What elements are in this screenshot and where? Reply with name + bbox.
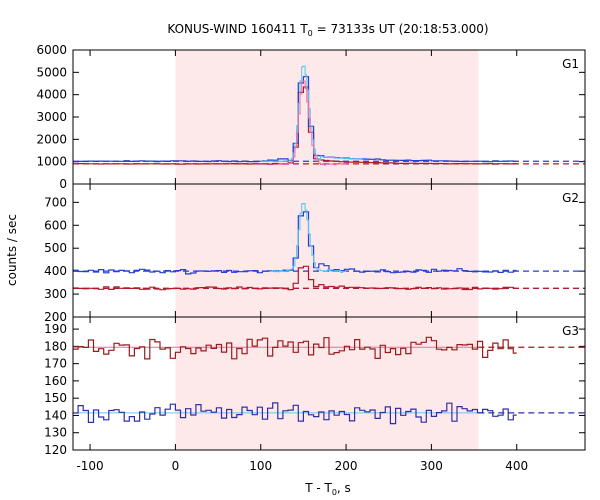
panel-frame-3 — [72, 316, 586, 451]
y-tick-label: 1000 — [36, 155, 67, 169]
x-tick-label: -100 — [76, 459, 103, 473]
g3-blue-series — [73, 402, 517, 425]
y-tick-label: 130 — [44, 426, 67, 440]
y-axis-label: counts / sec — [5, 214, 19, 286]
g2-red-series — [73, 265, 517, 291]
panel-label-g3: G3 — [562, 324, 579, 338]
x-tick-label: 0 — [172, 459, 180, 473]
g3-red-series — [73, 336, 517, 360]
y-tick-label: 200 — [44, 310, 67, 324]
y-tick-label: 180 — [44, 339, 67, 353]
y-tick-label: 0 — [59, 177, 67, 191]
y-tick-label: 120 — [44, 443, 67, 457]
g1-cyan-series — [260, 65, 364, 162]
y-tick-label: 700 — [44, 195, 67, 209]
g2-blue-series — [73, 211, 517, 275]
g2-cyan-series — [269, 203, 347, 273]
y-tick-label: 500 — [44, 241, 67, 255]
shaded-interval-3 — [175, 317, 479, 450]
x-tick-label: 200 — [335, 459, 358, 473]
shaded-interval-2 — [175, 184, 479, 317]
y-tick-label: 6000 — [36, 43, 67, 57]
y-tick-label: 2000 — [36, 132, 67, 146]
y-tick-label: 400 — [44, 264, 67, 278]
plot-layer: 0100020003000400050006000G12003004005006… — [36, 43, 586, 473]
g1-blue-series — [73, 76, 517, 163]
panel-label-g1: G1 — [562, 57, 579, 71]
y-tick-label: 5000 — [36, 65, 67, 79]
x-axis-label: T - T0, s — [304, 481, 351, 497]
x-tick-label: 400 — [505, 459, 528, 473]
panel-label-g2: G2 — [562, 191, 579, 205]
chart-title: KONUS-WIND 160411 T0 = 73133s UT (20:18:… — [167, 22, 488, 38]
x-tick-label: 100 — [249, 459, 272, 473]
y-tick-label: 300 — [44, 287, 67, 301]
y-tick-label: 600 — [44, 218, 67, 232]
y-tick-label: 4000 — [36, 88, 67, 102]
x-tick-label: 300 — [420, 459, 443, 473]
y-tick-label: 160 — [44, 374, 67, 388]
y-tick-label: 140 — [44, 408, 67, 422]
y-tick-label: 190 — [44, 322, 67, 336]
g1-pink-series — [277, 80, 347, 166]
y-tick-label: 3000 — [36, 110, 67, 124]
y-tick-label: 170 — [44, 357, 67, 371]
y-tick-label: 150 — [44, 391, 67, 405]
